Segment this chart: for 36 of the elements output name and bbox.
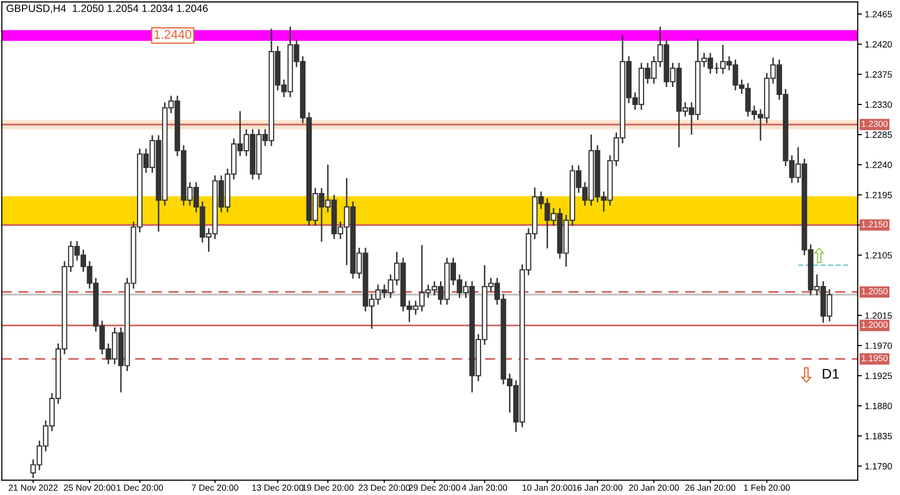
x-tick-label: 25 Nov 20:00 <box>64 484 116 491</box>
x-tick-label: 16 Jan 20:00 <box>572 484 622 491</box>
y-tick-label: 1.2195 <box>865 192 892 198</box>
ref-line-label: 1.2300 <box>862 120 888 127</box>
band-label: 1.2440 <box>154 30 192 39</box>
x-tick-label: 4 Jan 20:00 <box>462 484 508 491</box>
x-tick-label: 1 Feb 20:00 <box>744 484 790 491</box>
y-tick-label: 1.2015 <box>865 312 892 319</box>
x-tick-label: 21 Nov 2022 <box>8 484 58 491</box>
ref-line-label: 1.1950 <box>862 355 888 362</box>
y-tick-label: 1.2375 <box>865 71 892 78</box>
y-tick-label: 1.2240 <box>865 162 892 168</box>
x-tick-label: 20 Jan 20:00 <box>629 484 679 491</box>
x-tick-label: 1 Dec 20:00 <box>116 484 163 491</box>
x-tick-label: 29 Dec 20:00 <box>408 484 460 491</box>
y-tick-label: 1.1880 <box>865 402 892 410</box>
chart-title: GBPUSD,H4 1.2050 1.2054 1.2034 1.2046 <box>6 4 208 14</box>
x-tick-label: 23 Dec 20:00 <box>358 484 410 491</box>
ref-line-label: 1.2000 <box>862 322 888 328</box>
x-tick-label: 7 Dec 20:00 <box>192 484 238 491</box>
y-tick-label: 1.2105 <box>865 252 892 258</box>
x-tick-label: 19 Dec 20:00 <box>302 484 354 491</box>
y-tick-label: 1.2285 <box>865 132 892 138</box>
x-tick-label: 10 Jan 20:00 <box>522 484 572 491</box>
ref-line-label: 1.2150 <box>862 221 888 228</box>
x-tick-label: 13 Dec 20:00 <box>252 484 304 491</box>
y-tick-label: 1.1835 <box>865 432 892 440</box>
y-tick-label: 1.2330 <box>865 101 892 108</box>
ref-line-label: 1.2050 <box>862 288 888 294</box>
y-tick-label: 1.2420 <box>865 41 892 48</box>
annotation: D1 <box>822 368 839 379</box>
y-tick-label: 1.1790 <box>865 463 892 470</box>
x-tick-label: 26 Jan 20:00 <box>685 484 736 491</box>
y-tick-label: 1.1970 <box>865 342 892 349</box>
y-tick-label: 1.1925 <box>865 372 892 380</box>
y-tick-label: 1.2465 <box>865 11 892 18</box>
